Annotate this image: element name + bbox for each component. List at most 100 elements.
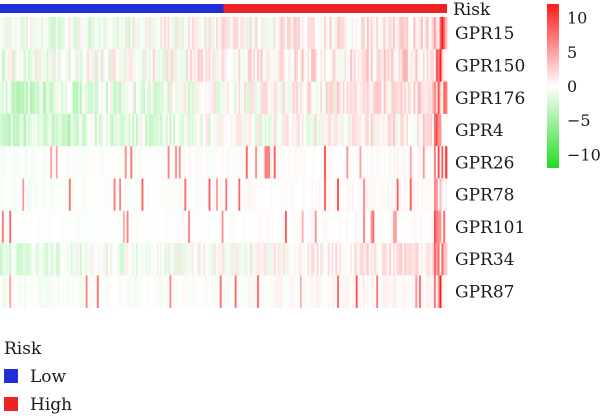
heatmap-cell [214, 210, 217, 244]
heatmap-cell [26, 146, 29, 179]
heatmap-cell [113, 243, 116, 276]
heatmap-cell [357, 178, 360, 212]
heatmap-cell [292, 178, 295, 212]
heatmap-cell [327, 178, 331, 212]
heatmap-cell [350, 178, 353, 212]
heatmap-cell [182, 113, 185, 147]
heatmap-cell [314, 81, 318, 115]
heatmap-cell [322, 275, 325, 308]
heatmap-cell [91, 243, 94, 276]
heatmap-cell [392, 17, 396, 50]
heatmap-cell [322, 146, 325, 179]
heatmap-cell [122, 243, 126, 276]
heatmap-cell [154, 81, 157, 115]
heatmap-cell [247, 113, 250, 147]
heatmap-cell [20, 81, 23, 115]
heatmap-cell [290, 210, 293, 244]
heatmap-cell [415, 210, 418, 244]
heatmap-cell [33, 146, 36, 179]
heatmap-cell [14, 178, 18, 212]
heatmap-cell [247, 178, 250, 212]
heatmap-cell [301, 49, 304, 82]
heatmap-cell [188, 275, 191, 308]
heatmap-cell [65, 17, 68, 50]
heatmap-cell [316, 178, 319, 212]
legend-label-low: Low [30, 367, 67, 387]
heatmap-cell [435, 275, 439, 308]
heatmap-cell [419, 178, 422, 212]
heatmap-cell [72, 178, 75, 212]
heatmap-cell [329, 81, 332, 115]
heatmap-cell [9, 210, 12, 244]
heatmap-cell [223, 113, 226, 147]
heatmap-cell [288, 146, 291, 179]
heatmap-cell [16, 49, 20, 82]
heatmap-cell [247, 49, 250, 82]
heatmap-cell [54, 17, 57, 50]
heatmap-cell [262, 113, 265, 147]
heatmap-cell [67, 17, 70, 50]
heatmap-cell [299, 275, 303, 308]
heatmap-cell [253, 210, 256, 244]
heatmap-cell [13, 17, 16, 50]
heatmap-cell [149, 146, 152, 179]
heatmap-cell [145, 17, 148, 50]
heatmap-cell [366, 275, 370, 308]
heatmap-cell [193, 210, 196, 244]
heatmap-cell [57, 210, 60, 244]
heatmap-cell [65, 210, 68, 244]
heatmap-cell [219, 146, 223, 179]
heatmap-cell [100, 275, 103, 308]
heatmap-cell [186, 17, 189, 50]
heatmap-cell [318, 113, 321, 147]
heatmap-cell [365, 113, 368, 147]
heatmap-cell [5, 81, 8, 115]
heatmap-cell [383, 81, 386, 115]
heatmap-cell [208, 49, 211, 82]
heatmap-cell [121, 210, 124, 244]
heatmap-cell [262, 275, 265, 308]
heatmap-cell [1, 81, 5, 115]
heatmap-cell [91, 146, 94, 179]
heatmap-cell [366, 210, 370, 244]
heatmap-cell [284, 178, 288, 212]
heatmap-cell [271, 49, 275, 82]
heatmap-cell [188, 178, 191, 212]
heatmap-cell [262, 17, 265, 50]
heatmap-cell [441, 17, 444, 50]
heatmap-cell [42, 81, 46, 115]
heatmap-cell [9, 146, 12, 179]
heatmap-cell [406, 178, 409, 212]
heatmap-cell [430, 113, 433, 147]
heatmap-cell [65, 113, 68, 147]
heatmap-cell [7, 17, 10, 50]
heatmap-cell [186, 146, 189, 179]
heatmap-cell [359, 49, 362, 82]
heatmap-cell [5, 178, 8, 212]
heatmap-cell [195, 146, 198, 179]
heatmap-cell [439, 17, 442, 50]
heatmap-cell [318, 17, 321, 50]
heatmap-cell [392, 243, 396, 276]
heatmap-cell [301, 146, 304, 179]
heatmap-cell [348, 113, 351, 147]
heatmap-cell [374, 49, 377, 82]
heatmap-cell [195, 275, 198, 308]
heatmap-cell [443, 210, 446, 244]
heatmap-cell [260, 275, 264, 308]
heatmap-cell [178, 178, 182, 212]
heatmap-cell [419, 81, 422, 115]
heatmap-cell [171, 81, 174, 115]
heatmap-cell [135, 113, 139, 147]
heatmap-cell [236, 178, 239, 212]
heatmap-cell [337, 81, 340, 115]
heatmap-cell [355, 49, 358, 82]
heatmap-cell [324, 178, 327, 212]
heatmap-cell [98, 17, 101, 50]
heatmap-cell [93, 113, 96, 147]
heatmap-cell [249, 17, 252, 50]
heatmap-cell [216, 243, 219, 276]
heatmap-cell [281, 49, 284, 82]
heatmap-cell [156, 49, 159, 82]
heatmap-cell [204, 49, 208, 82]
